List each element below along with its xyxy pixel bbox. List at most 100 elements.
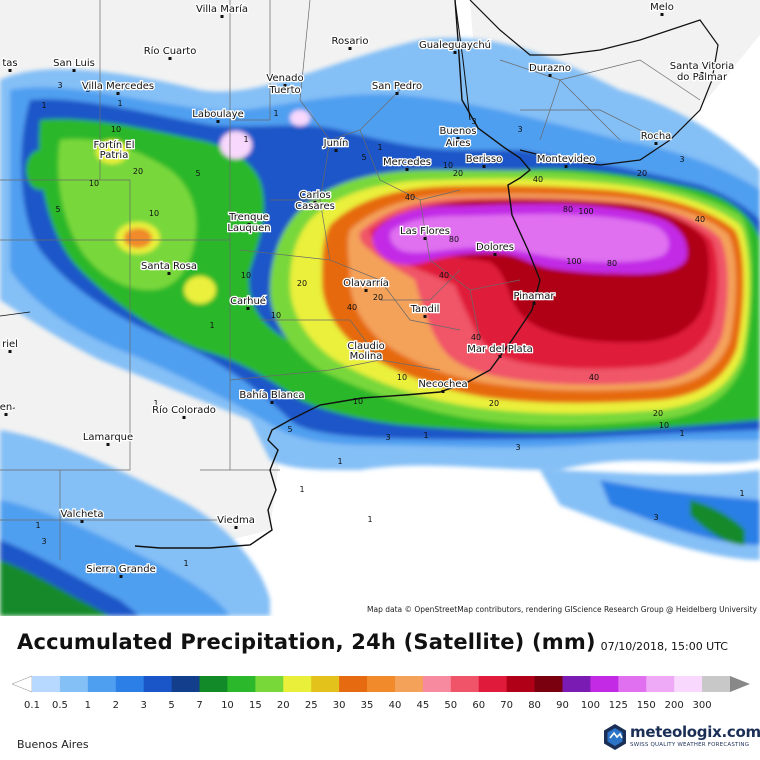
city-marker bbox=[216, 120, 220, 123]
city-marker bbox=[423, 237, 427, 240]
legend-label: 60 bbox=[472, 700, 485, 711]
contour-label: 40 bbox=[439, 271, 449, 280]
precipitation-map[interactable]: 1 10 20 10 3 5 1 10 5 1 1 5 10 10 1 5 1 3 3 10 20 40 20 3 40 80 10… bbox=[0, 0, 760, 616]
contour-label: 5 bbox=[85, 85, 90, 94]
city-marker bbox=[364, 352, 368, 355]
uruguay-border bbox=[469, 0, 719, 166]
contour-label: 20 bbox=[637, 169, 647, 178]
city-label: Dolores bbox=[476, 242, 514, 253]
contour-label: 3 bbox=[515, 443, 520, 452]
legend-label: 7 bbox=[196, 700, 202, 711]
legend-swatch bbox=[702, 676, 731, 692]
legend-label: 100 bbox=[581, 700, 600, 711]
contour-label: 10 bbox=[353, 397, 363, 406]
contour-label: 10 bbox=[241, 271, 251, 280]
city-marker bbox=[456, 137, 460, 140]
legend-swatch bbox=[255, 676, 284, 692]
city-label: en bbox=[0, 402, 12, 413]
legend-swatch bbox=[478, 676, 508, 692]
city-label: Melo bbox=[650, 2, 674, 13]
city-marker bbox=[405, 168, 409, 171]
contour-label: 10 bbox=[443, 161, 453, 170]
contour-label: 1 bbox=[299, 485, 304, 494]
city-label: Tandil bbox=[410, 304, 440, 315]
legend-swatch bbox=[367, 676, 396, 692]
legend-swatch bbox=[506, 676, 536, 692]
contour-label: 1 bbox=[35, 521, 40, 530]
contour-label: 1 bbox=[209, 321, 214, 330]
legend-swatch bbox=[87, 676, 117, 692]
city-marker bbox=[182, 416, 186, 419]
legend-min-arrow bbox=[11, 675, 33, 693]
coastline bbox=[134, 0, 541, 549]
contour-label: 3 bbox=[57, 81, 62, 90]
logo-tagline: SWISS QUALITY WEATHER FORECASTING bbox=[630, 742, 750, 748]
city-label: Carlos bbox=[299, 190, 330, 201]
city-label: Laboulaye bbox=[192, 109, 243, 120]
city-label: Bahía Blanca bbox=[239, 389, 304, 401]
legend-label: 90 bbox=[556, 700, 569, 711]
city-label: Santa Rosa bbox=[141, 261, 197, 272]
contour-label: 3 bbox=[653, 513, 658, 522]
legend-swatch bbox=[283, 676, 312, 692]
city-label: do Palmar bbox=[677, 72, 728, 83]
contour-label: 5 bbox=[287, 425, 292, 434]
contour-label: 40 bbox=[347, 303, 357, 312]
contour-label: 1 bbox=[739, 489, 744, 498]
city-label: Santa Vitoria bbox=[670, 61, 735, 72]
legend-swatch bbox=[422, 676, 452, 692]
legend-label: 2 bbox=[113, 700, 119, 711]
legend-label: 15 bbox=[249, 700, 262, 711]
legend-swatch bbox=[32, 676, 61, 692]
contour-label: 1 bbox=[337, 457, 342, 466]
city-labels: Villa María Melo Río Cuarto Rosario Gualegua… bbox=[0, 1, 736, 578]
city-marker bbox=[234, 526, 238, 529]
city-label: Valcheta bbox=[60, 509, 103, 520]
contour-label: 20 bbox=[297, 279, 307, 288]
city-marker bbox=[498, 355, 502, 358]
meteologix-logo[interactable]: meteologix.com SWISS QUALITY WEATHER FOR… bbox=[604, 722, 760, 754]
legend-label: 20 bbox=[277, 700, 290, 711]
city-label: Junín bbox=[323, 137, 349, 149]
city-label: Rosario bbox=[332, 36, 369, 47]
contour-label: 5 bbox=[195, 169, 200, 178]
city-marker bbox=[247, 223, 251, 226]
region-name: Buenos Aires bbox=[17, 738, 89, 751]
map-attribution: Map data © OpenStreetMap contributors, r… bbox=[364, 604, 760, 616]
contour-label: 3 bbox=[517, 125, 522, 134]
contour-label: 1 bbox=[423, 431, 428, 440]
city-marker bbox=[80, 520, 84, 523]
city-marker bbox=[313, 201, 317, 204]
city-marker bbox=[548, 74, 552, 77]
city-marker bbox=[364, 289, 368, 292]
legend-swatch bbox=[674, 676, 703, 692]
city-label: riel bbox=[2, 339, 18, 350]
contour-label: 10 bbox=[397, 373, 407, 382]
city-label: Necochea bbox=[418, 379, 467, 390]
legend-label: 1 bbox=[85, 700, 91, 711]
contour-label: 40 bbox=[533, 175, 543, 184]
contour-label: 1 bbox=[273, 109, 278, 118]
contour-label: 3 bbox=[385, 433, 390, 442]
city-label: Patria bbox=[100, 150, 129, 161]
contour-label: 1 bbox=[153, 399, 158, 408]
city-label: Rocha bbox=[641, 131, 672, 142]
legend-label: 40 bbox=[389, 700, 402, 711]
city-label: Gualeguaychú bbox=[419, 39, 491, 51]
contour-label: 80 bbox=[449, 235, 459, 244]
city-marker bbox=[482, 165, 486, 168]
legend-swatch bbox=[646, 676, 675, 692]
legend-label: 50 bbox=[444, 700, 457, 711]
contour-label: 100 bbox=[578, 207, 593, 216]
city-marker bbox=[116, 92, 120, 95]
contour-label: 20 bbox=[453, 169, 463, 178]
legend-swatch bbox=[143, 676, 173, 692]
contour-label: 1 bbox=[679, 429, 684, 438]
legend-label: 0.1 bbox=[24, 700, 40, 711]
legend-swatch bbox=[394, 676, 424, 692]
city-marker bbox=[4, 413, 8, 416]
contour-label: 20 bbox=[653, 409, 663, 418]
contour-label: 40 bbox=[471, 333, 481, 342]
contour-label: 1 bbox=[41, 101, 46, 110]
